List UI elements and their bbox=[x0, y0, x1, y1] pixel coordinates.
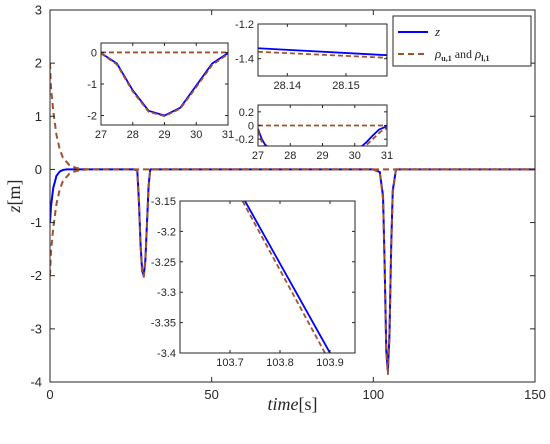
x-tick-label: 31 bbox=[381, 150, 393, 162]
legend-box bbox=[392, 15, 532, 67]
series-line-rho-1 bbox=[258, 50, 387, 59]
x-tick-label: 150 bbox=[524, 387, 546, 402]
plot-area bbox=[101, 43, 228, 125]
panel-inset-bottom: 103.7 103.8 103.9 -3.15 -3.2 -3.25 -3.3 -3.35 -3… bbox=[151, 196, 356, 369]
y-tick-label: -1 bbox=[87, 79, 97, 91]
series-line-z bbox=[244, 201, 331, 353]
y-tick-label: -3.15 bbox=[151, 196, 176, 208]
y-tick-label: 0 bbox=[35, 162, 42, 177]
x-tick-label: 29 bbox=[158, 129, 170, 141]
y-tick-label: 1 bbox=[35, 109, 42, 124]
x-tick-label: 31 bbox=[222, 129, 234, 141]
x-tick-label: 103.7 bbox=[216, 357, 244, 369]
axes-frame bbox=[257, 23, 388, 77]
legend-label: z bbox=[434, 24, 440, 39]
legend: z ρu,1 and ρl,1 bbox=[392, 15, 532, 67]
y-tick-label: 0 bbox=[248, 121, 254, 133]
y-tick-label: -4 bbox=[30, 375, 42, 390]
series-line-z bbox=[258, 47, 387, 57]
y-tick-label: -2 bbox=[87, 111, 97, 123]
y-tick-label: -0.2 bbox=[235, 134, 254, 146]
y-tick-label: 0 bbox=[91, 47, 97, 59]
y-tick-label: -3.3 bbox=[157, 287, 176, 299]
y-tick-label: -3.25 bbox=[151, 257, 176, 269]
series-line-rho-2 bbox=[50, 168, 535, 376]
x-tick-label: 28.15 bbox=[332, 80, 360, 92]
panel-inset-middle-right: 27 28 29 30 31 0.2 0-0.2 bbox=[235, 104, 393, 162]
y-tick-label: 0.2 bbox=[239, 107, 254, 119]
y-tick-label: -1.4 bbox=[235, 54, 254, 66]
x-tick-label: 28 bbox=[284, 150, 296, 162]
axes-frame bbox=[179, 200, 356, 354]
series-line-rho-1 bbox=[258, 127, 387, 146]
y-tick-label: 2 bbox=[35, 56, 42, 71]
x-tick-label: 28 bbox=[127, 129, 139, 141]
x-tick-label: 30 bbox=[349, 150, 361, 162]
panel-inset-top-left: 27 28 29 30 31 0 -1 -2 bbox=[87, 42, 234, 141]
y-tick-label: -3 bbox=[30, 321, 42, 336]
x-tick-label: 103.8 bbox=[266, 357, 294, 369]
x-tick-label: 100 bbox=[362, 387, 384, 402]
panel-inset-top-right: 28.14 28.15 -1.2 -1.4 bbox=[235, 19, 388, 92]
axes-frame bbox=[49, 9, 536, 383]
y-axis-label: z[m] bbox=[4, 179, 24, 213]
series-line-z bbox=[258, 125, 387, 146]
y-tick-label: -1.2 bbox=[235, 19, 254, 31]
x-tick-label: 50 bbox=[204, 387, 218, 402]
x-tick-label: 27 bbox=[95, 129, 107, 141]
x-tick-label: 27 bbox=[252, 150, 264, 162]
x-tick-label: 28.14 bbox=[274, 80, 302, 92]
x-tick-label: 103.9 bbox=[316, 357, 344, 369]
series-line-rho-1 bbox=[241, 201, 326, 353]
y-tick-label: -3.4 bbox=[157, 348, 176, 360]
y-tick-label: 3 bbox=[35, 3, 42, 18]
x-tick-label: 29 bbox=[316, 150, 328, 162]
plot-area bbox=[180, 201, 355, 353]
legend-label: ρu,1 and ρl,1 bbox=[434, 46, 490, 63]
x-tick-label: 30 bbox=[190, 129, 202, 141]
y-tick-label: -1 bbox=[30, 215, 42, 230]
y-tick-label: -3.2 bbox=[157, 226, 176, 238]
y-tick-label: -2 bbox=[30, 268, 42, 283]
y-tick-label: -3.35 bbox=[151, 318, 176, 330]
x-axis-label: time[s] bbox=[268, 394, 318, 414]
x-tick-label: 0 bbox=[46, 387, 53, 402]
series-line-rho-1 bbox=[101, 52, 228, 118]
